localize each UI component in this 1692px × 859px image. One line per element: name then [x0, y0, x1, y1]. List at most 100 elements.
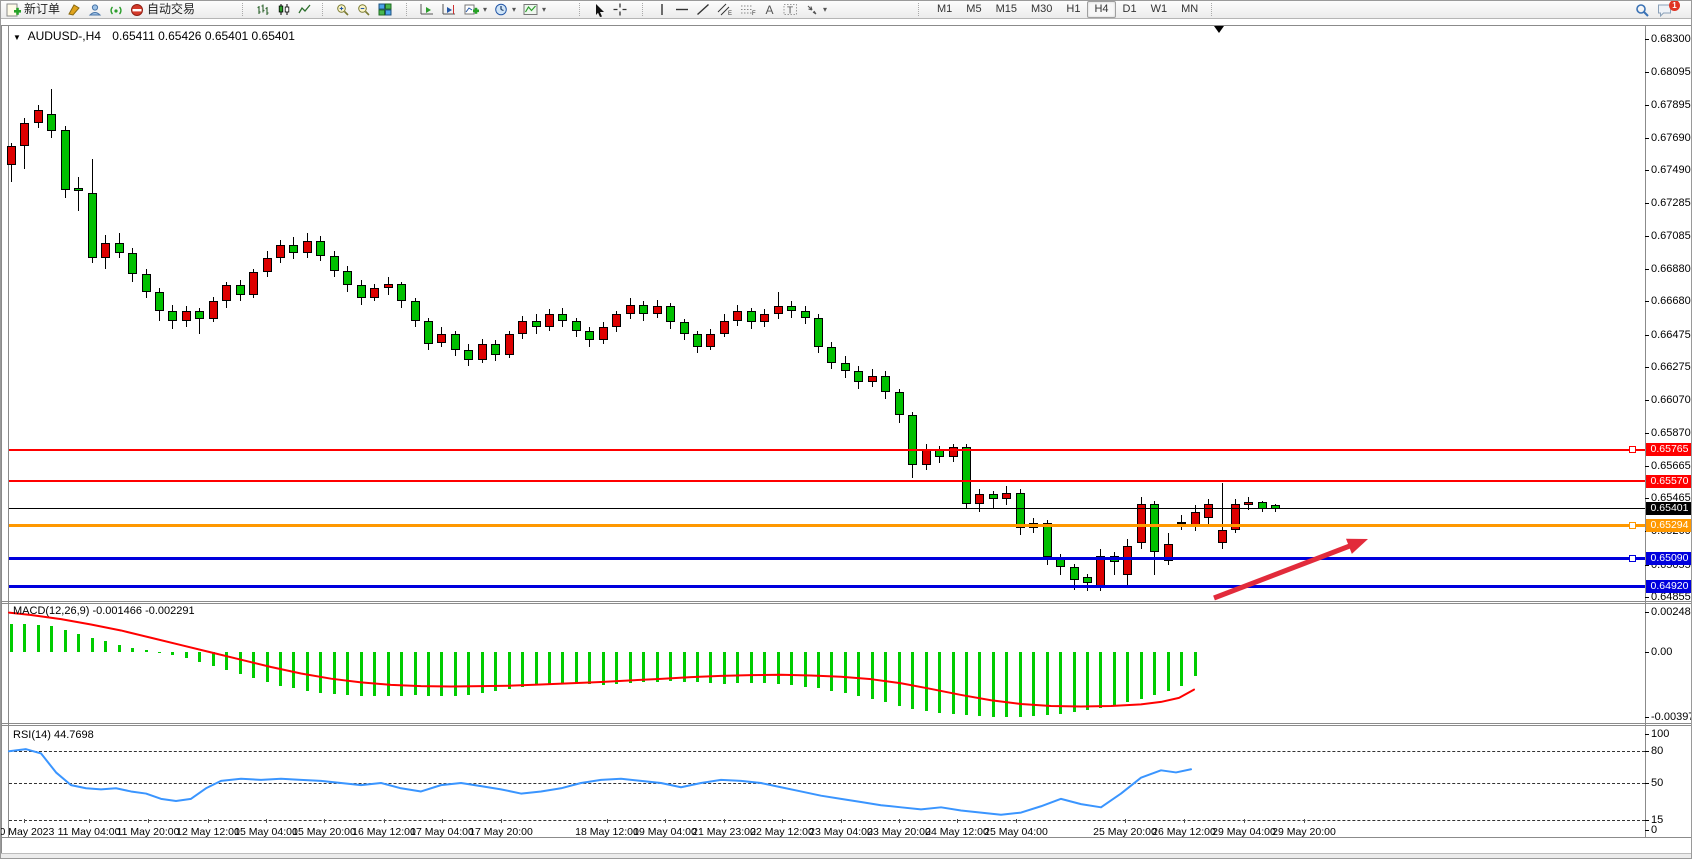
vertical-line-button[interactable] [654, 2, 670, 17]
price-tick-mark [1645, 72, 1649, 74]
candle-body [101, 243, 111, 258]
candle-body [719, 320, 729, 334]
signals-button[interactable] [107, 2, 125, 17]
candlestick-chart-button[interactable] [275, 2, 293, 17]
time-axis-tick [442, 819, 443, 823]
timeframe-button-w1[interactable]: W1 [1150, 3, 1168, 15]
candle-body [585, 330, 595, 341]
chat-button[interactable]: 1 [1655, 1, 1680, 17]
candle-body [316, 241, 326, 257]
macd-histogram-bar [507, 652, 511, 689]
trendline-button[interactable] [694, 2, 712, 17]
timeframe-button-m1[interactable]: M1 [937, 3, 953, 15]
toolbar-separator [242, 3, 248, 16]
trend-arrow-annotation[interactable] [1213, 541, 1356, 601]
periods-button[interactable]: ▾ [492, 2, 518, 17]
candle-body [921, 448, 931, 465]
rsi-indicator-label: RSI(14) 44.7698 [13, 729, 94, 741]
macd-histogram-bar [548, 652, 551, 684]
toolbar-group-cursor [576, 1, 629, 18]
candle-body [558, 314, 568, 321]
price-tick-mark [1645, 235, 1649, 237]
macd-histogram-bar [36, 624, 40, 653]
candle-body [1002, 492, 1012, 499]
candle-body [302, 241, 312, 253]
search-button[interactable] [1633, 2, 1652, 17]
time-axis-label: 15 May 20:00 [292, 826, 356, 838]
chart-shift-button[interactable] [440, 2, 459, 17]
candle-body [249, 272, 259, 295]
auto-scroll-button[interactable] [418, 2, 437, 17]
indicators-button[interactable]: ▾ [462, 2, 489, 17]
macd-histogram-bar [991, 652, 995, 717]
macd-histogram-bar [1193, 652, 1197, 677]
styler-button[interactable] [65, 2, 83, 17]
candle-body [518, 320, 528, 334]
candle-body [491, 343, 501, 355]
text-button[interactable]: A [761, 2, 778, 17]
candle-body [168, 311, 178, 321]
zoom-in-button[interactable] [334, 2, 352, 17]
chart-window[interactable]: ▼ AUDUSD-,H4 0.65411 0.65426 0.65401 0.6… [1, 19, 1691, 858]
macd-histogram-bar [279, 652, 282, 686]
macd-histogram-bar [1045, 652, 1049, 716]
timeframe-button-mn[interactable]: MN [1181, 3, 1199, 15]
price-level-line [9, 524, 1645, 528]
auto-trading-label: 自动交易 [147, 2, 196, 16]
time-axis-label: 11 May 04:00 [57, 826, 121, 838]
text-label-button[interactable]: T [781, 2, 800, 17]
fibonacci-button[interactable]: F [738, 2, 758, 17]
candle-body [464, 349, 474, 360]
text-label-icon: T [783, 4, 797, 16]
candle-body [1204, 503, 1214, 519]
timeframe-button-m30[interactable]: M30 [1030, 3, 1053, 15]
time-axis-tick [266, 819, 267, 823]
zoom-out-button[interactable] [355, 2, 373, 17]
cursor-button[interactable] [591, 2, 608, 17]
macd-histogram-bar [763, 652, 767, 684]
bar-chart-button[interactable] [254, 2, 272, 17]
line-chart-button[interactable] [296, 2, 314, 17]
macd-histogram-bar [642, 652, 646, 683]
trend-arrow-head [1346, 538, 1368, 554]
timeframe-button-h4[interactable]: H4 [1087, 1, 1116, 18]
time-axis-tick [841, 819, 842, 823]
time-axis-tick [208, 819, 209, 823]
time-axis-tick [501, 819, 502, 823]
macd-histogram-bar [722, 652, 726, 684]
macd-histogram-bar [1126, 652, 1130, 703]
candle-body [746, 311, 756, 323]
macd-histogram-bar [480, 652, 484, 693]
tile-windows-button[interactable] [376, 2, 394, 17]
chart-title-collapse-icon[interactable]: ▼ [13, 33, 21, 42]
candle-body [383, 283, 393, 289]
macd-histogram-bar [494, 652, 498, 692]
candle-wick [51, 89, 53, 138]
rsi-tick-mark [1645, 820, 1649, 821]
time-axis-label: 23 May 20:00 [867, 826, 931, 838]
toolbar-separator [579, 3, 585, 16]
timeframe-button-m15[interactable]: M15 [995, 3, 1017, 15]
timeframe-button-h1[interactable]: H1 [1066, 3, 1081, 15]
crosshair-button[interactable] [611, 2, 629, 17]
price-level-line [9, 557, 1645, 561]
price-tick-mark [1645, 400, 1649, 402]
profile-button[interactable] [86, 2, 104, 17]
timeframe-button-m5[interactable]: M5 [966, 3, 982, 15]
candle-body [504, 333, 514, 355]
candle-body [854, 371, 864, 383]
horizontal-line-button[interactable] [673, 2, 691, 17]
new-order-button[interactable]: 新订单 [4, 2, 62, 17]
candle-body [571, 320, 581, 331]
candle-body [423, 320, 433, 344]
arrows-button[interactable]: ▾ [803, 2, 829, 17]
rsi-tick-label: 15 [1651, 814, 1664, 826]
equidistant-channel-button[interactable]: E [715, 2, 735, 17]
templates-button[interactable]: ▾ [521, 2, 548, 17]
candle-body [477, 343, 487, 360]
candle-body [181, 311, 191, 321]
timeframe-button-d1[interactable]: D1 [1122, 3, 1137, 15]
auto-trading-button[interactable]: 自动交易 [128, 2, 197, 17]
candle-body [760, 314, 770, 323]
